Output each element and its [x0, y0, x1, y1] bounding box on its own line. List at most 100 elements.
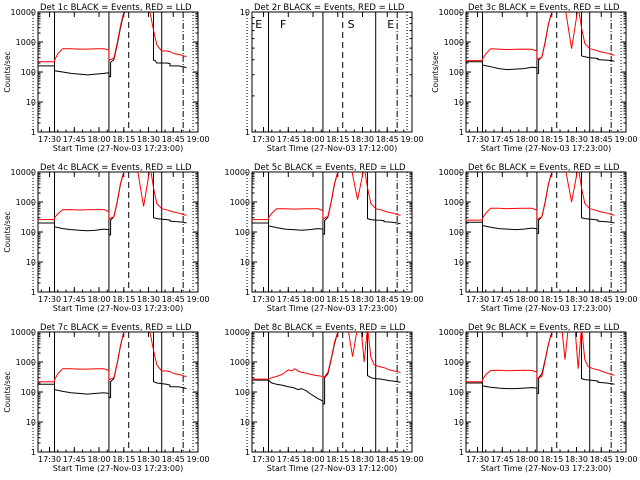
x-tick-label: 17:30 — [252, 455, 275, 464]
y-tick-label: 1 — [245, 448, 250, 457]
chart-title: Det 5c BLACK = Events, RED = LLD — [254, 163, 406, 173]
series-events-line — [466, 12, 615, 74]
series-lld-line — [466, 332, 615, 383]
x-tick-label: 17:45 — [63, 295, 86, 304]
y-tick-label: 1000 — [230, 198, 250, 207]
series-lld-line — [38, 332, 187, 383]
y-tick-label: 10 — [454, 418, 464, 427]
chart-panel: Det 7c BLACK = Events, RED = LLD 1 10 100 10… — [3, 323, 210, 473]
x-tick-label: 17:45 — [277, 455, 300, 464]
chart-panel: Det 5c BLACK = Events, RED = LLD 1 10 100 10… — [225, 163, 424, 313]
y-tick-label: 1000 — [444, 38, 464, 47]
y-tick-label: 100 — [21, 388, 36, 397]
x-axis-label: Start Time (27-Nov-03 17:12:00) — [267, 464, 397, 473]
y-tick-label: 100 — [235, 228, 250, 237]
event-marker-label: S — [348, 18, 355, 31]
y-tick-label: 100 — [449, 388, 464, 397]
y-tick-label: 10 — [240, 258, 250, 267]
x-tick-label: 18:00 — [515, 295, 538, 304]
series-lld-line — [252, 332, 401, 380]
chart-title: Det 9c BLACK = Events, RED = LLD — [468, 323, 620, 333]
x-tick-label: 19:00 — [614, 455, 637, 464]
y-tick-label: 1 — [459, 288, 464, 297]
y-tick-label: 100 — [21, 228, 36, 237]
chart-panel: Det 9c BLACK = Events, RED = LLD 1 10 100 10… — [439, 323, 638, 473]
y-tick-label: 1 — [31, 288, 36, 297]
x-tick-label: 18:30 — [565, 135, 588, 144]
y-tick-label: 1000 — [16, 38, 36, 47]
series-lld-line — [38, 172, 187, 221]
y-tick-label: 1000 — [444, 198, 464, 207]
chart-panel: Det 3c BLACK = Events, RED = LLD 1 10 100 10… — [431, 3, 638, 153]
x-tick-label: 18:45 — [590, 135, 613, 144]
chart-title: Det 4c BLACK = Events, RED = LLD — [40, 163, 192, 173]
chart-panel: Det 2r BLACK = Events, RED = LLD 1 10 17:30… — [240, 3, 424, 153]
x-tick-label: 18:45 — [162, 135, 185, 144]
x-tick-label: 19:00 — [186, 135, 209, 144]
y-tick-label: 10000 — [225, 328, 250, 337]
x-tick-label: 18:30 — [137, 455, 160, 464]
x-tick-label: 19:00 — [400, 135, 423, 144]
y-tick-label: 10000 — [225, 168, 250, 177]
y-tick-label: 10 — [26, 418, 36, 427]
event-marker-label: E — [255, 18, 262, 31]
y-axis-label: Counts/sec — [3, 371, 12, 412]
x-tick-label: 18:45 — [162, 455, 185, 464]
x-tick-label: 18:30 — [351, 455, 374, 464]
series-events-line — [252, 172, 401, 235]
chart-panel: Det 1c BLACK = Events, RED = LLD 1 10 100 10… — [3, 3, 210, 153]
x-tick-label: 18:30 — [137, 135, 160, 144]
series-lld-line — [252, 172, 401, 221]
x-tick-label: 17:45 — [491, 295, 514, 304]
y-tick-label: 10 — [454, 98, 464, 107]
x-tick-label: 18:15 — [540, 295, 563, 304]
plot-frame — [251, 171, 413, 293]
series-lld-line — [466, 172, 615, 221]
x-tick-label: 18:30 — [351, 135, 374, 144]
y-tick-label: 10000 — [439, 8, 464, 17]
x-tick-label: 17:45 — [277, 135, 300, 144]
x-tick-label: 18:30 — [565, 455, 588, 464]
plot-frame — [37, 331, 199, 453]
y-tick-label: 100 — [449, 68, 464, 77]
x-tick-label: 18:00 — [301, 135, 324, 144]
y-tick-label: 10 — [240, 8, 250, 17]
plot-frame — [465, 171, 627, 293]
y-tick-label: 1000 — [16, 198, 36, 207]
series-events-line — [466, 332, 615, 394]
x-tick-label: 18:15 — [326, 295, 349, 304]
x-tick-label: 18:15 — [112, 455, 135, 464]
chart-title: Det 2r BLACK = Events, RED = LLD — [254, 3, 405, 13]
x-axis-label: Start Time (27-Nov-03 17:23:00) — [481, 304, 611, 313]
x-tick-label: 19:00 — [186, 295, 209, 304]
x-tick-label: 18:45 — [376, 135, 399, 144]
chart-panel: Det 4c BLACK = Events, RED = LLD 1 10 100 10… — [3, 163, 210, 313]
y-tick-label: 10000 — [11, 328, 36, 337]
x-tick-label: 19:00 — [400, 455, 423, 464]
y-tick-label: 10 — [454, 258, 464, 267]
y-axis-label: Counts/sec — [3, 211, 12, 252]
x-tick-label: 18:45 — [376, 295, 399, 304]
series-lld-line — [466, 12, 615, 62]
y-tick-label: 1 — [31, 128, 36, 137]
x-axis-label: Start Time (27-Nov-03 17:23:00) — [481, 144, 611, 153]
x-tick-label: 17:45 — [491, 135, 514, 144]
plot-frame — [251, 331, 413, 453]
y-tick-label: 10 — [240, 418, 250, 427]
y-tick-label: 1 — [245, 288, 250, 297]
plot-frame — [465, 11, 627, 133]
x-axis-label: Start Time (27-Nov-03 17:23:00) — [53, 144, 183, 153]
chart-panel: Det 8c BLACK = Events, RED = LLD 1 10 100 10… — [225, 323, 424, 473]
y-tick-label: 10000 — [439, 328, 464, 337]
y-tick-label: 10 — [26, 98, 36, 107]
y-axis-label: Counts/sec — [431, 51, 440, 92]
x-tick-label: 18:00 — [87, 295, 110, 304]
x-tick-label: 19:00 — [400, 295, 423, 304]
x-tick-label: 17:30 — [466, 295, 489, 304]
x-tick-label: 18:45 — [590, 295, 613, 304]
plot-frame — [465, 331, 627, 453]
chart-title: Det 1c BLACK = Events, RED = LLD — [40, 3, 192, 13]
chart-panel: Det 6c BLACK = Events, RED = LLD 1 10 100 10… — [439, 163, 638, 313]
chart-title: Det 3c BLACK = Events, RED = LLD — [468, 3, 620, 13]
y-tick-label: 100 — [449, 228, 464, 237]
